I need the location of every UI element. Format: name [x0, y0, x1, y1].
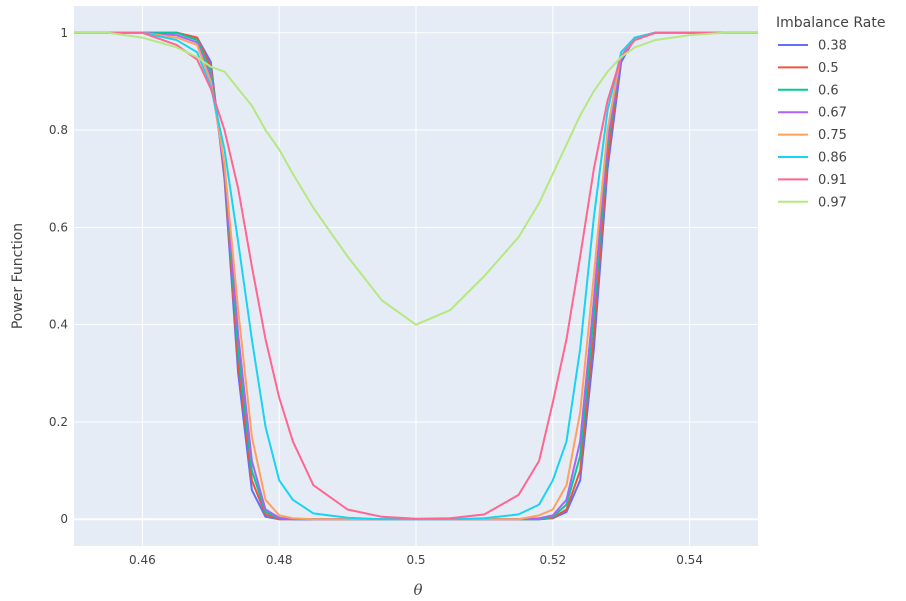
y-tick-label: 0.4: [49, 318, 68, 332]
legend-label: 0.97: [818, 195, 847, 210]
legend-label: 0.67: [818, 106, 847, 121]
y-tick-label: 1: [60, 26, 68, 40]
y-tick-label: 0.6: [49, 220, 68, 234]
series-line-0.97: [74, 31, 758, 326]
legend-label: 0.75: [818, 128, 847, 143]
x-tick-label: 0.52: [539, 553, 566, 567]
x-tick-label: 0.48: [266, 553, 293, 567]
x-tick-label: 0.46: [129, 553, 156, 567]
y-tick-labels: 0 0.2 0.4 0.6 0.8 1: [49, 26, 68, 526]
legend-title: Imbalance Rate: [776, 15, 885, 31]
x-tick-label: 0.54: [676, 553, 703, 567]
legend-item[interactable]: 0.5: [778, 61, 839, 76]
legend-label: 0.5: [818, 61, 839, 76]
x-tick-labels: 0.46 0.48 0.5 0.52 0.54: [129, 553, 703, 567]
legend: Imbalance Rate 0.38 0.5 0.6 0.67 0.75 0.86 0.9…: [776, 15, 885, 210]
y-tick-label: 0.2: [49, 415, 68, 429]
legend-label: 0.91: [818, 173, 847, 188]
y-tick-label: 0: [60, 512, 68, 526]
legend-item[interactable]: 0.38: [778, 39, 847, 54]
x-tick-label: 0.5: [406, 553, 425, 567]
legend-item[interactable]: 0.91: [778, 173, 847, 188]
legend-item[interactable]: 0.75: [778, 128, 847, 143]
legend-item[interactable]: 0.6: [778, 83, 839, 98]
legend-item[interactable]: 0.67: [778, 106, 847, 121]
x-axis-title: θ: [413, 581, 422, 599]
series-lines: [74, 31, 758, 521]
legend-label: 0.6: [818, 83, 839, 98]
legend-item[interactable]: 0.97: [778, 195, 847, 210]
legend-item[interactable]: 0.86: [778, 151, 847, 166]
y-axis-title: Power Function: [10, 223, 26, 329]
y-tick-label: 0.8: [49, 123, 68, 137]
legend-label: 0.86: [818, 151, 847, 166]
legend-label: 0.38: [818, 39, 847, 54]
